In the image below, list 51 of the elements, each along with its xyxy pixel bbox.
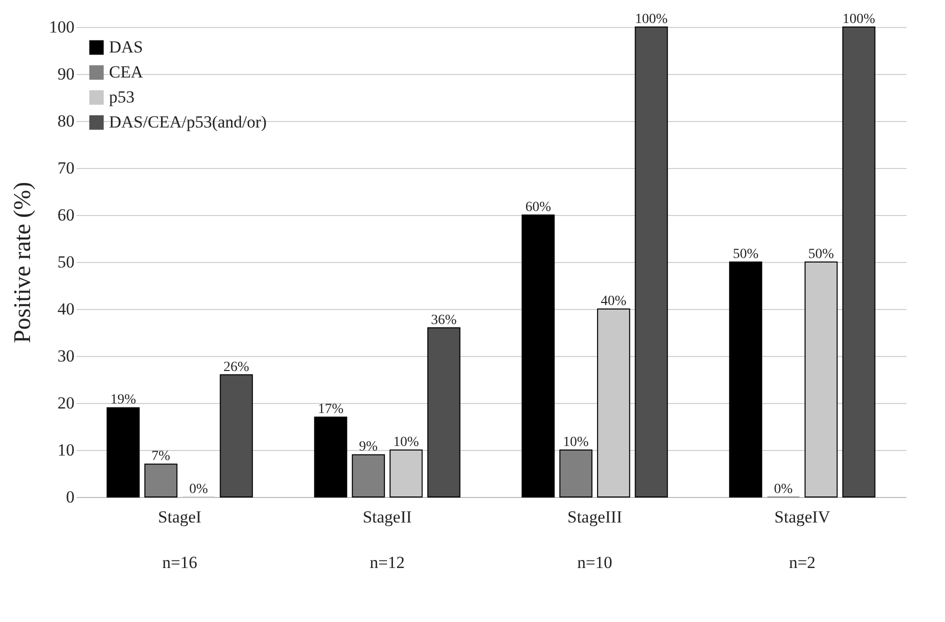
data-label: 40% xyxy=(600,294,627,309)
y-tick-label: 30 xyxy=(58,346,74,366)
y-tick-label: 60 xyxy=(58,206,74,224)
data-label: 100% xyxy=(842,12,876,27)
legend-label: DAS xyxy=(109,38,144,56)
data-label: 10% xyxy=(563,435,590,450)
bar xyxy=(314,416,348,498)
data-label: 60% xyxy=(525,200,552,215)
y-tick-label: 80 xyxy=(58,112,74,130)
legend-label: p53 xyxy=(109,88,134,106)
y-tick-label: 90 xyxy=(58,64,74,84)
data-label: 17% xyxy=(318,402,344,418)
bar xyxy=(559,450,592,498)
bar xyxy=(634,26,668,498)
text: n=12 xyxy=(370,553,405,572)
bar xyxy=(842,26,876,498)
x-tick-label: StageIV xyxy=(774,508,831,526)
text: n=2 xyxy=(788,553,816,572)
bar xyxy=(729,262,762,498)
x-tick-label: StageII xyxy=(362,508,412,526)
bar xyxy=(220,374,253,498)
data-label: 26% xyxy=(224,360,250,375)
legend-label: CEA xyxy=(109,62,144,82)
y-tick-label: 10 xyxy=(58,440,74,460)
data-label: 50% xyxy=(732,247,759,262)
data-label: 36% xyxy=(431,312,458,328)
y-tick-label: 0 xyxy=(66,488,74,506)
bar xyxy=(427,327,460,498)
data-label: 10% xyxy=(393,435,420,450)
bar xyxy=(352,454,385,498)
data-label: 100% xyxy=(635,12,668,27)
y-tick-label: 100 xyxy=(49,18,74,36)
legend-label: DAS/CEA/p53(and/or) xyxy=(109,112,267,132)
bar xyxy=(144,464,178,498)
text: n=16 xyxy=(162,553,198,572)
data-label: 0% xyxy=(774,482,794,497)
text: n=10 xyxy=(577,553,612,572)
x-tick-label: StageIII xyxy=(567,508,622,526)
y-tick-label: 70 xyxy=(58,158,74,178)
data-label: 9% xyxy=(359,440,378,455)
y-axis-title: Positive rate (%) xyxy=(10,182,36,344)
y-tick-label: 20 xyxy=(58,394,74,412)
data-label: 19% xyxy=(110,392,136,408)
data-label: 0% xyxy=(189,482,208,497)
bar xyxy=(522,214,555,498)
x-tick-label: StageI xyxy=(158,508,202,526)
data-label: 7% xyxy=(152,449,171,464)
y-tick-label: 50 xyxy=(58,252,74,272)
y-tick-label: 40 xyxy=(58,300,74,318)
bar xyxy=(106,407,140,498)
data-label: 50% xyxy=(808,247,834,262)
